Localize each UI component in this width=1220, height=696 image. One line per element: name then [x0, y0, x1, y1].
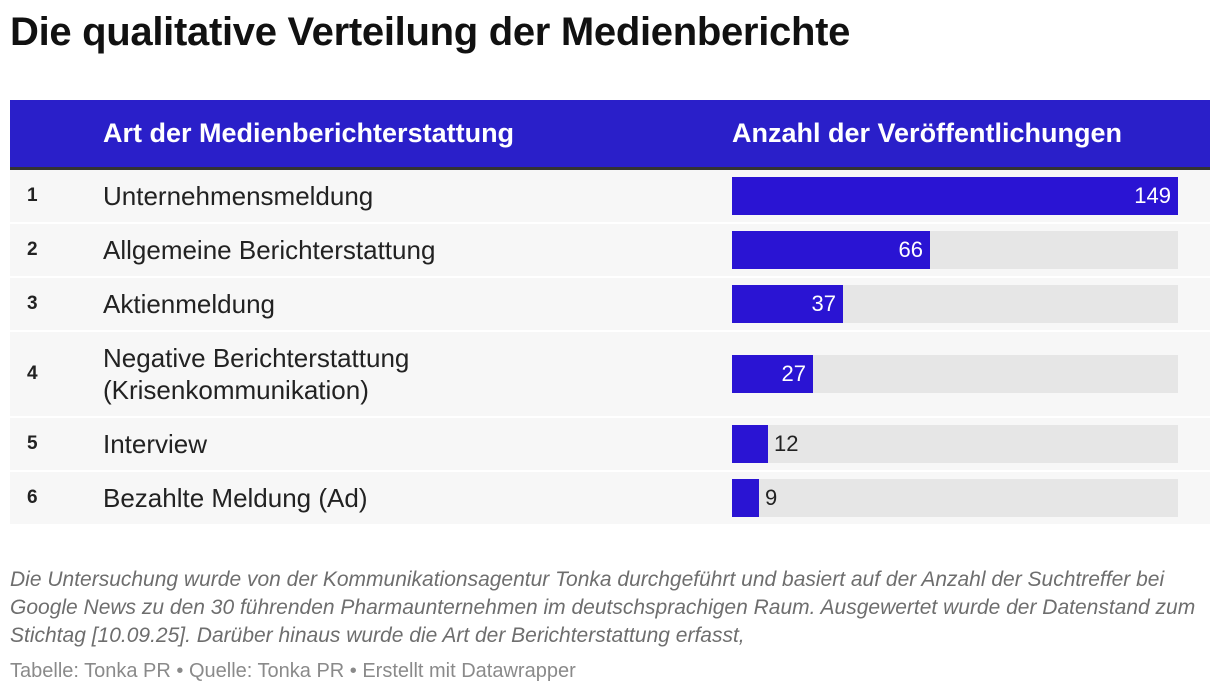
bar-value-label: 66 [898, 237, 923, 262]
bar-track: 66 [732, 231, 1178, 269]
column-header-category[interactable]: Art der Medienberichterstattung [103, 118, 515, 148]
category-label: Allgemeine Berichterstattung [103, 235, 436, 265]
row-rank: 6 [27, 487, 38, 508]
bar-track: 37 [732, 285, 1178, 323]
source-line: Tabelle: Tonka PR • Quelle: Tonka PR • E… [10, 660, 576, 682]
bar-track: 12 [732, 425, 1178, 463]
bar-track: 27 [732, 355, 1178, 393]
table-row: 3 Aktienmeldung 37 [10, 278, 1210, 332]
table-row: 1 Unternehmensmeldung 149 [10, 170, 1210, 224]
category-label: Negative Berichterstattung (Krisenkommun… [103, 343, 410, 405]
row-rank: 4 [27, 363, 38, 384]
bar [732, 355, 813, 393]
bar [732, 425, 768, 463]
bar [732, 177, 1178, 215]
table-row: 5 Interview 12 [10, 418, 1210, 472]
table-row: 4 Negative Berichterstattung (Krisenkommu… [10, 332, 1210, 418]
row-rank: 3 [27, 293, 38, 314]
bar [732, 231, 930, 269]
bar-value-label: 37 [811, 291, 836, 316]
column-header-value[interactable]: Anzahl der Veröffentlichungen [732, 118, 1123, 148]
bar-value-label: 27 [781, 361, 806, 386]
bar-value-label: 9 [765, 485, 778, 510]
bar-value-label: 149 [1134, 183, 1171, 208]
bar [732, 285, 843, 323]
row-rank: 2 [27, 239, 38, 260]
row-rank: 1 [27, 185, 38, 206]
category-label: Aktienmeldung [103, 289, 275, 319]
bar-value-label: 12 [774, 431, 799, 456]
bar-track: 149 [732, 177, 1178, 215]
table-header: Art der Medienberichterstattung Anzahl d… [10, 100, 1210, 170]
bar [732, 479, 759, 517]
bar-track: 9 [732, 479, 1178, 517]
category-label: Unternehmensmeldung [103, 181, 374, 211]
chart-title: Die qualitative Verteilung der Medienber… [10, 10, 851, 54]
table-row: 2 Allgemeine Berichterstattung 66 [10, 224, 1210, 278]
data-table: Art der Medienberichterstattung Anzahl d… [10, 100, 1210, 526]
category-label: Interview [103, 429, 208, 459]
category-label: Bezahlte Meldung (Ad) [103, 483, 368, 513]
table-row: 6 Bezahlte Meldung (Ad) 9 [10, 472, 1210, 526]
row-rank: 5 [27, 433, 38, 454]
footnote: Die Untersuchung wurde von der Kommunika… [10, 568, 1196, 647]
table-body: 1 Unternehmensmeldung 149 2 Allgemeine Beric… [10, 170, 1210, 526]
